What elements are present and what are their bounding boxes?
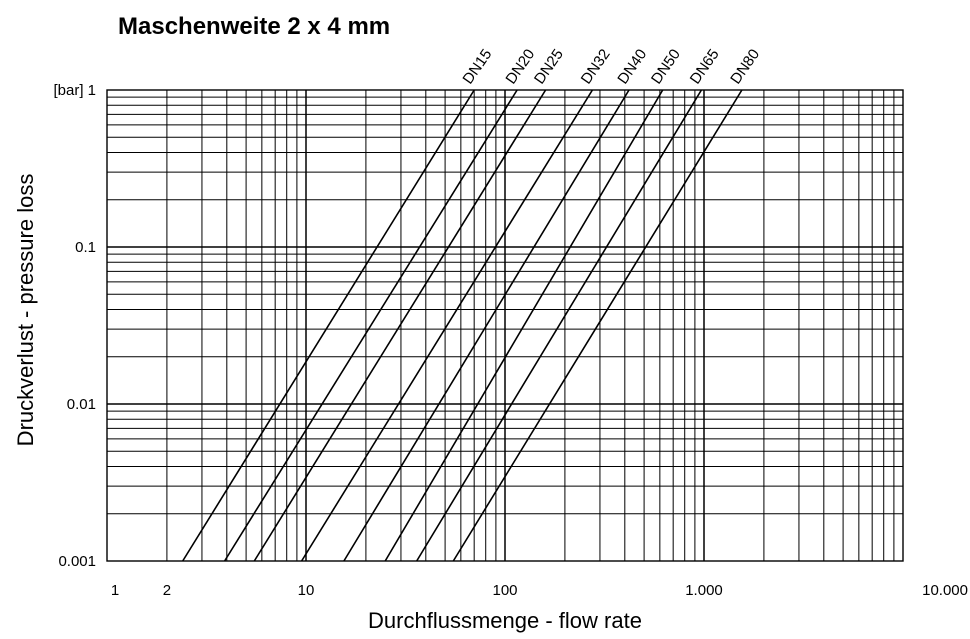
x-tick-label: 10.000 — [922, 582, 968, 599]
x-tick-label: 1.000 — [685, 582, 723, 599]
series-label-dn50: DN50 — [648, 46, 684, 87]
series-line-dn15 — [182, 89, 475, 562]
series-label-dn65: DN65 — [687, 46, 723, 87]
series-line-dn80 — [452, 89, 743, 562]
y-tick-label: 0.01 — [67, 396, 96, 413]
series-line-dn25 — [253, 89, 547, 562]
series-lines — [182, 89, 743, 562]
series-line-dn40 — [343, 89, 630, 562]
y-tick-labels: [bar] 1 0.1 0.01 0.001 — [53, 82, 96, 570]
y-axis-title: Druckverlust - pressure loss — [13, 174, 38, 447]
series-label-dn20: DN20 — [502, 46, 538, 87]
series-label-dn15: DN15 — [460, 46, 496, 87]
y-tick-label: 0.1 — [75, 239, 96, 256]
series-line-dn20 — [223, 89, 518, 562]
series-line-dn65 — [416, 89, 703, 562]
y-tick-label: 0.001 — [58, 553, 96, 570]
series-line-dn32 — [300, 89, 594, 562]
x-tick-labels: 1 2 10 100 1.000 10.000 — [111, 582, 968, 599]
x-tick-label: 100 — [492, 582, 517, 599]
chart-title: Maschenweite 2 x 4 mm — [118, 13, 390, 40]
x-axis-title: Durchflussmenge - flow rate — [368, 608, 642, 633]
x-tick-label: 10 — [298, 582, 315, 599]
series-line-dn50 — [384, 89, 664, 562]
series-label-dn32: DN32 — [578, 46, 614, 87]
x-tick-label: 2 — [163, 582, 171, 599]
series-label-dn80: DN80 — [727, 46, 763, 87]
series-label-dn40: DN40 — [614, 46, 650, 87]
series-label-dn25: DN25 — [531, 46, 567, 87]
y-tick-label: [bar] 1 — [53, 82, 96, 99]
x-tick-label: 1 — [111, 582, 119, 599]
